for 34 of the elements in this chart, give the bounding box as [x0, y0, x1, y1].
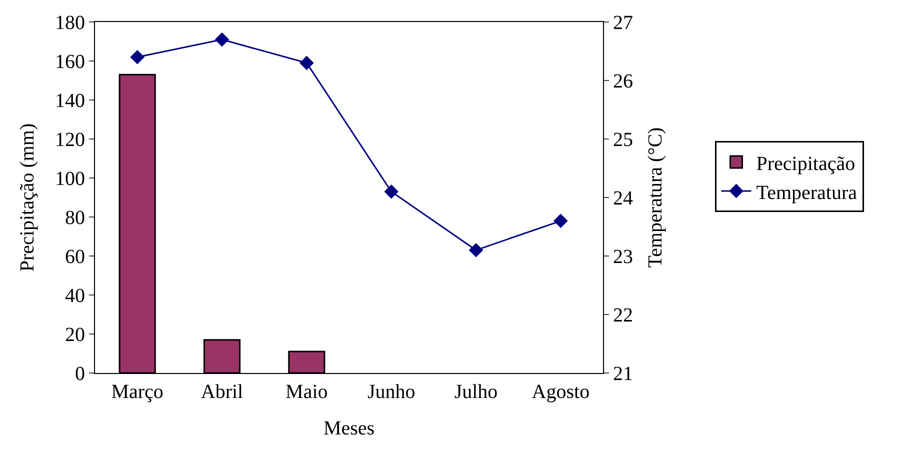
y-tick-label: 0	[75, 363, 85, 385]
point	[554, 214, 568, 228]
y2-tick-label: 26	[613, 70, 633, 92]
y2-tick-label: 21	[613, 363, 633, 385]
y2-axis-title: Temperatura (°C)	[644, 127, 666, 268]
x-tick-label: Junho	[367, 381, 416, 403]
y-tick-label: 180	[55, 12, 85, 34]
y-tick-label: 80	[65, 207, 85, 229]
y-tick-label: 40	[65, 285, 85, 307]
x-tick-label: Abril	[200, 381, 244, 403]
point	[130, 50, 144, 64]
x-tick-label: Março	[111, 381, 164, 403]
x-axis-title: Meses	[323, 418, 375, 440]
y-tick-label: 100	[55, 168, 85, 190]
y-tick-label: 20	[65, 324, 85, 346]
y2-tick-label: 24	[613, 188, 633, 210]
y2-tick-label: 23	[613, 246, 633, 268]
y2-tick-label: 27	[613, 12, 633, 34]
y-axis-title: Precipitação (mm)	[16, 123, 38, 272]
x-tick-label: Agosto	[532, 381, 590, 403]
legend-label: Precipitação	[756, 152, 856, 175]
y-tick-label: 160	[55, 51, 85, 73]
x-tick-label: Maio	[286, 381, 328, 403]
legend-label: Temperatura	[756, 182, 858, 204]
y-tick-label: 140	[55, 90, 85, 112]
y2-tick-label: 22	[613, 304, 633, 326]
point	[468, 243, 484, 258]
point	[214, 32, 230, 47]
y-tick-label: 60	[65, 246, 85, 268]
point	[384, 184, 398, 199]
x-tick-label: Julho	[454, 381, 498, 403]
point	[300, 56, 314, 70]
y-tick-label: 120	[55, 129, 85, 151]
y2-tick-label: 25	[613, 129, 633, 151]
